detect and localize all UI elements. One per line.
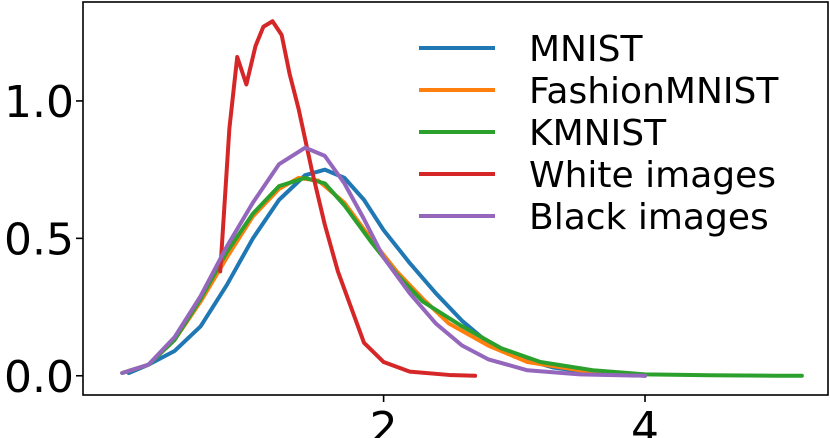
- legend-label-kmnist: KMNIST: [529, 113, 667, 154]
- plot-frame: [82, 1, 829, 396]
- y-axis-ticks: 0.0 0.5 1.0: [4, 77, 83, 403]
- y-tick-label: 0.0: [4, 352, 74, 403]
- x-tick-label: 4: [631, 403, 659, 438]
- series-layer: [120, 19, 804, 378]
- legend-label-fashionmnist: FashionMNIST: [529, 71, 779, 112]
- legend-label-mnist: MNIST: [529, 29, 643, 70]
- legend-label-black-images: Black images: [529, 197, 769, 238]
- legend-label-white-images: White images: [529, 155, 776, 196]
- series-line-white-images: [218, 19, 478, 378]
- y-tick-label: 1.0: [4, 77, 74, 128]
- series-line-black-images: [120, 145, 648, 378]
- y-tick-label: 0.5: [4, 214, 74, 265]
- x-tick-label: 2: [370, 403, 398, 438]
